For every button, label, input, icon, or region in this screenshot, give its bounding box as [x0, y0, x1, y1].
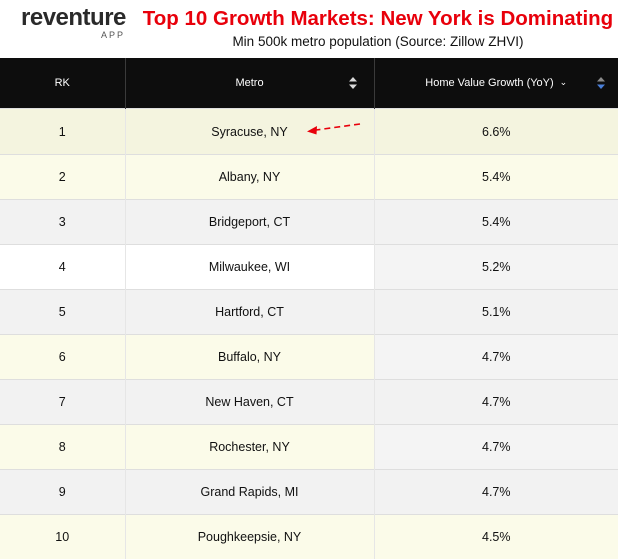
- metro-cell: Milwaukee, WI: [125, 245, 374, 290]
- metro-cell: New Haven, CT: [125, 380, 374, 425]
- rank-cell: 10: [0, 515, 125, 559]
- growth-cell: 4.7%: [374, 470, 618, 515]
- rank-cell: 7: [0, 380, 125, 425]
- table-row[interactable]: 5 Hartford, CT 5.1%: [0, 290, 618, 335]
- rank-cell: 6: [0, 335, 125, 380]
- column-header-growth[interactable]: Home Value Growth (YoY) ⌄: [374, 58, 618, 109]
- growth-cell: 5.4%: [374, 155, 618, 200]
- table-row[interactable]: 3 Bridgeport, CT 5.4%: [0, 200, 618, 245]
- rank-cell: 5: [0, 290, 125, 335]
- growth-markets-table: RK Metro Home Value Growth (YoY) ⌄: [0, 58, 618, 559]
- chart-title: Top 10 Growth Markets: New York is Domin…: [140, 7, 616, 31]
- growth-cell: 6.6%: [374, 109, 618, 155]
- logo-subtext: APP: [101, 31, 125, 40]
- table-row[interactable]: 1 Syracuse, NY 6.6%: [0, 109, 618, 155]
- rank-cell: 2: [0, 155, 125, 200]
- growth-cell: 5.4%: [374, 200, 618, 245]
- chevron-down-icon: ⌄: [560, 77, 568, 88]
- column-header-metro[interactable]: Metro: [125, 58, 374, 109]
- metro-cell: Bridgeport, CT: [125, 200, 374, 245]
- growth-cell: 4.7%: [374, 335, 618, 380]
- chart-subtitle: Min 500k metro population (Source: Zillo…: [140, 34, 616, 50]
- rank-cell: 9: [0, 470, 125, 515]
- rank-cell: 1: [0, 109, 125, 155]
- rank-cell: 3: [0, 200, 125, 245]
- table-row[interactable]: 7 New Haven, CT 4.7%: [0, 380, 618, 425]
- rank-cell: 8: [0, 425, 125, 470]
- growth-cell: 4.5%: [374, 515, 618, 559]
- table-row[interactable]: 8 Rochester, NY 4.7%: [0, 425, 618, 470]
- table-header-row: RK Metro Home Value Growth (YoY) ⌄: [0, 58, 618, 109]
- growth-cell: 5.2%: [374, 245, 618, 290]
- table-row[interactable]: 4 Milwaukee, WI 5.2%: [0, 245, 618, 290]
- rank-cell: 4: [0, 245, 125, 290]
- metro-cell: Grand Rapids, MI: [125, 470, 374, 515]
- metro-cell: Syracuse, NY: [125, 109, 374, 155]
- growth-cell: 5.1%: [374, 290, 618, 335]
- growth-cell: 4.7%: [374, 425, 618, 470]
- column-header-label: Metro: [235, 77, 263, 89]
- metro-cell: Buffalo, NY: [125, 335, 374, 380]
- metro-cell: Rochester, NY: [125, 425, 374, 470]
- sort-descending-icon[interactable]: [596, 76, 606, 90]
- table-row[interactable]: 6 Buffalo, NY 4.7%: [0, 335, 618, 380]
- metro-cell: Albany, NY: [125, 155, 374, 200]
- column-header-rank[interactable]: RK: [0, 58, 125, 109]
- metro-cell: Poughkeepsie, NY: [125, 515, 374, 559]
- growth-cell: 4.7%: [374, 380, 618, 425]
- reventure-logo: reventure APP: [21, 6, 125, 40]
- column-header-label: Home Value Growth (YoY): [425, 77, 553, 89]
- table-row[interactable]: 10 Poughkeepsie, NY 4.5%: [0, 515, 618, 559]
- logo-wordmark: reventure: [21, 6, 126, 30]
- table-row[interactable]: 2 Albany, NY 5.4%: [0, 155, 618, 200]
- sort-updown-icon[interactable]: [348, 76, 358, 90]
- column-header-label: RK: [55, 77, 70, 89]
- table-row[interactable]: 9 Grand Rapids, MI 4.7%: [0, 470, 618, 515]
- metro-cell: Hartford, CT: [125, 290, 374, 335]
